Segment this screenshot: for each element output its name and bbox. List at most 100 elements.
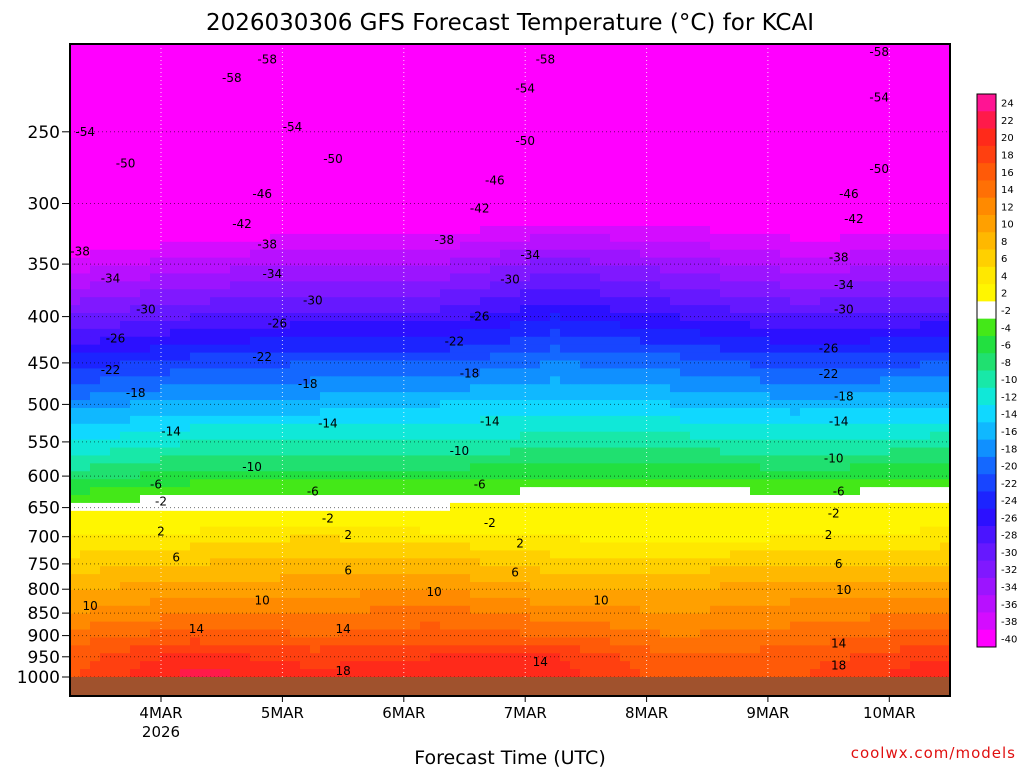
- temperature-cell: [250, 123, 261, 132]
- temperature-cell: [90, 218, 101, 227]
- temperature-cell: [120, 241, 131, 251]
- temperature-cell: [270, 210, 281, 219]
- temperature-cell: [250, 487, 261, 496]
- temperature-cell: [940, 67, 950, 77]
- temperature-cell: [130, 233, 141, 243]
- temperature-cell: [880, 423, 891, 433]
- temperature-cell: [310, 75, 321, 85]
- temperature-cell: [110, 146, 121, 156]
- temperature-cell: [350, 479, 361, 488]
- temperature-cell: [590, 431, 601, 441]
- temperature-cell: [840, 400, 851, 409]
- temperature-cell: [920, 344, 931, 354]
- temperature-cell: [440, 328, 451, 338]
- temperature-cell: [740, 91, 751, 100]
- temperature-cell: [720, 138, 731, 148]
- temperature-cell: [380, 194, 391, 203]
- temperature-cell: [580, 99, 591, 108]
- temperature-cell: [540, 178, 551, 188]
- temperature-cell: [90, 131, 101, 140]
- temperature-cell: [550, 392, 561, 401]
- temperature-cell: [740, 415, 751, 425]
- temperature-cell: [940, 392, 950, 401]
- temperature-cell: [700, 487, 711, 496]
- temperature-cell: [670, 170, 681, 180]
- temperature-cell: [750, 447, 761, 457]
- temperature-cell: [820, 186, 831, 195]
- temperature-cell: [780, 241, 791, 251]
- temperature-cell: [910, 455, 921, 464]
- temperature-cell: [270, 336, 281, 346]
- temperature-cell: [880, 471, 891, 480]
- temperature-cell: [590, 138, 601, 148]
- temperature-cell: [630, 131, 641, 140]
- temperature-cell: [450, 202, 461, 211]
- temperature-cell: [450, 99, 461, 108]
- temperature-cell: [120, 407, 131, 417]
- temperature-cell: [630, 194, 641, 203]
- temperature-cell: [340, 51, 351, 61]
- temperature-cell: [760, 281, 771, 290]
- temperature-cell: [150, 107, 161, 116]
- temperature-cell: [250, 91, 261, 100]
- temperature-cell: [800, 162, 811, 172]
- temperature-cell: [660, 320, 671, 330]
- temperature-cell: [480, 107, 491, 116]
- temperature-cell: [610, 186, 621, 195]
- temperature-cell: [290, 154, 301, 164]
- temperature-cell: [500, 281, 511, 290]
- temperature-cell: [470, 328, 481, 338]
- temperature-cell: [450, 123, 461, 132]
- temperature-cell: [100, 107, 111, 116]
- temperature-cell: [310, 273, 321, 282]
- temperature-cell: [390, 423, 401, 433]
- temperature-cell: [760, 289, 771, 298]
- temperature-cell: [420, 115, 431, 124]
- temperature-cell: [680, 463, 691, 472]
- temperature-cell: [420, 423, 431, 433]
- temperature-cell: [800, 289, 811, 298]
- temperature-cell: [530, 91, 541, 100]
- temperature-cell: [530, 407, 541, 417]
- temperature-cell: [670, 162, 681, 172]
- temperature-cell: [70, 83, 81, 93]
- temperature-cell: [560, 352, 571, 362]
- temperature-cell: [260, 67, 271, 77]
- temperature-cell: [140, 59, 151, 69]
- temperature-cell: [750, 202, 761, 211]
- temperature-cell: [310, 202, 321, 211]
- temperature-cell: [80, 479, 91, 488]
- temperature-cell: [600, 154, 611, 164]
- temperature-cell: [650, 154, 661, 164]
- temperature-cell: [420, 218, 431, 227]
- temperature-cell: [900, 218, 911, 227]
- temperature-cell: [740, 202, 751, 211]
- temperature-cell: [190, 249, 201, 259]
- temperature-cell: [440, 241, 451, 251]
- temperature-cell: [470, 75, 481, 85]
- temperature-cell: [670, 123, 681, 132]
- temperature-cell: [400, 487, 411, 496]
- temperature-cell: [580, 162, 591, 172]
- temperature-cell: [570, 170, 581, 180]
- temperature-cell: [800, 131, 811, 140]
- temperature-cell: [280, 83, 291, 93]
- temperature-cell: [600, 487, 611, 496]
- temperature-cell: [210, 392, 221, 401]
- temperature-cell: [410, 415, 421, 425]
- temperature-cell: [800, 51, 811, 61]
- temperature-cell: [600, 336, 611, 346]
- temperature-cell: [480, 233, 491, 243]
- temperature-cell: [300, 392, 311, 401]
- temperature-cell: [570, 273, 581, 282]
- temperature-cell: [700, 447, 711, 457]
- temperature-cell: [190, 431, 201, 441]
- temperature-cell: [250, 463, 261, 472]
- temperature-cell: [410, 265, 421, 275]
- temperature-cell: [460, 91, 471, 100]
- temperature-cell: [80, 297, 91, 306]
- temperature-cell: [760, 123, 771, 132]
- temperature-cell: [480, 115, 491, 124]
- temperature-cell: [280, 257, 291, 267]
- temperature-cell: [460, 265, 471, 275]
